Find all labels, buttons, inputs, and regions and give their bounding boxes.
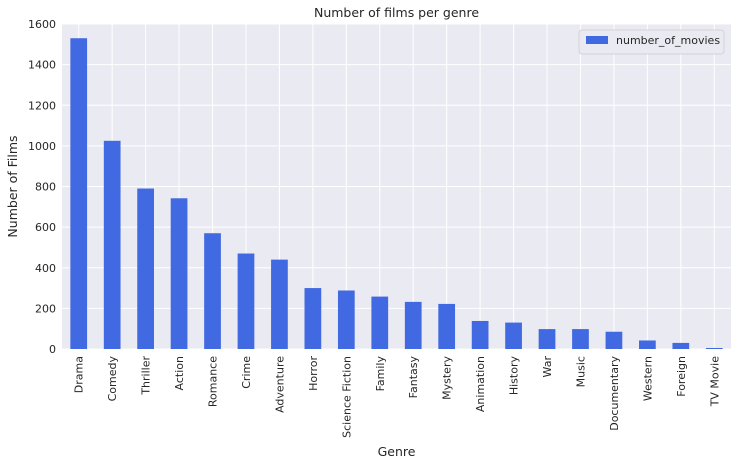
- x-tick-label: Horror: [307, 356, 320, 391]
- bar-mystery: [438, 303, 456, 349]
- bar-tv-movie: [705, 347, 723, 349]
- x-tick-label: Documentary: [608, 356, 621, 431]
- legend-swatch: [586, 36, 608, 44]
- bar-romance: [204, 233, 221, 349]
- x-tick-label: History: [508, 356, 521, 396]
- bar-thriller: [137, 188, 154, 349]
- y-tick-label: 1600: [28, 18, 56, 31]
- x-tick-label: Western: [641, 356, 654, 401]
- x-tick-label: Drama: [73, 356, 86, 393]
- bar-fantasy: [404, 301, 422, 349]
- bar-family: [371, 296, 389, 349]
- y-tick-label: 800: [35, 181, 56, 194]
- x-tick-label: Music: [574, 356, 587, 387]
- x-tick-label: Comedy: [106, 356, 119, 402]
- bar-documentary: [605, 331, 623, 349]
- x-tick-label: TV Movie: [708, 356, 721, 408]
- bar-music: [572, 329, 589, 349]
- bar-action: [170, 198, 188, 349]
- x-tick-label: Foreign: [675, 356, 688, 397]
- bar-war: [538, 329, 556, 349]
- bar-comedy: [103, 140, 121, 349]
- y-tick-label: 400: [35, 262, 56, 275]
- bar-history: [505, 322, 522, 349]
- y-tick-label: 200: [35, 302, 56, 315]
- x-tick-label: Romance: [207, 356, 220, 407]
- bar-adventure: [271, 259, 288, 349]
- x-tick-label: Crime: [240, 356, 253, 389]
- x-tick-label: Mystery: [441, 356, 454, 400]
- y-tick-label: 1200: [28, 99, 56, 112]
- y-tick-labels: 0 200 400 600 800 1000 1200 1400 1600: [28, 18, 56, 356]
- x-tick-labels: Drama Comedy Thriller Action Romance Crime Adv…: [73, 356, 722, 438]
- x-tick-label: Adventure: [273, 356, 286, 413]
- bar-western: [639, 340, 656, 349]
- bar-science-fiction: [337, 290, 355, 349]
- legend-label: number_of_movies: [616, 34, 720, 47]
- x-axis-title: Genre: [378, 444, 416, 459]
- x-tick-label: Science Fiction: [340, 356, 353, 438]
- y-axis-title: Number of Films: [5, 135, 20, 237]
- legend: number_of_movies: [578, 29, 725, 55]
- x-tick-label: Fantasy: [407, 356, 420, 399]
- bar-animation: [471, 320, 489, 349]
- bars-group: [70, 38, 723, 349]
- y-tick-label: 1000: [28, 140, 56, 153]
- y-tick-label: 0: [49, 343, 56, 356]
- x-tick-label: Action: [173, 356, 186, 390]
- x-tick-label: Family: [374, 356, 387, 392]
- y-tick-label: 600: [35, 221, 56, 234]
- bar-foreign: [672, 342, 690, 349]
- chart-title: Number of films per genre: [314, 5, 479, 20]
- legend-box: [578, 29, 725, 55]
- x-tick-label: Animation: [474, 356, 487, 412]
- x-tick-label: War: [541, 356, 554, 378]
- bar-drama: [70, 38, 88, 349]
- bar-horror: [304, 288, 322, 349]
- y-tick-label: 1400: [28, 59, 56, 72]
- bar-crime: [237, 253, 255, 349]
- x-tick-label: Thriller: [140, 356, 153, 396]
